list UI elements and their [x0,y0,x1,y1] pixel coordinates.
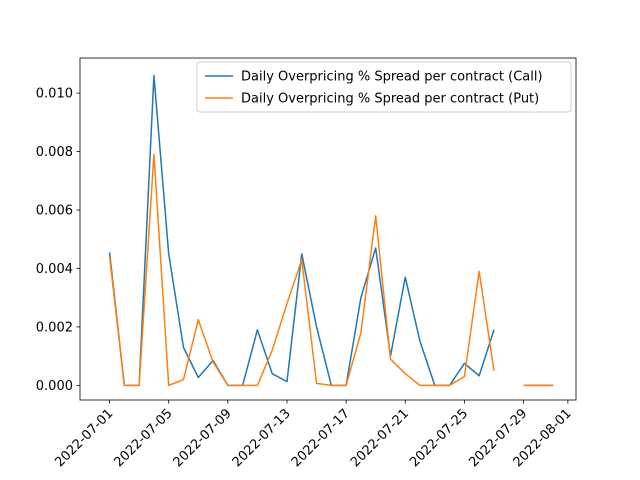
y-tick-label: 0.008 [36,145,73,160]
legend-label: Daily Overpricing % Spread per contract … [241,70,543,85]
series-line-segment [108,74,495,387]
legend-label: Daily Overpricing % Spread per contract … [241,92,539,107]
series-put [108,153,554,387]
y-tick-label: 0.010 [36,87,73,102]
y-tick-label: 0.004 [36,262,73,277]
legend-box [196,61,572,113]
y-tick-label: 0.006 [36,204,73,219]
y-tick-label: 0.002 [36,320,73,335]
axes-frame [79,57,577,401]
series-line-segment [108,153,495,387]
plot-area [108,74,554,387]
legend: Daily Overpricing % Spread per contract … [196,61,572,113]
y-tick-label: 0.000 [36,379,73,394]
